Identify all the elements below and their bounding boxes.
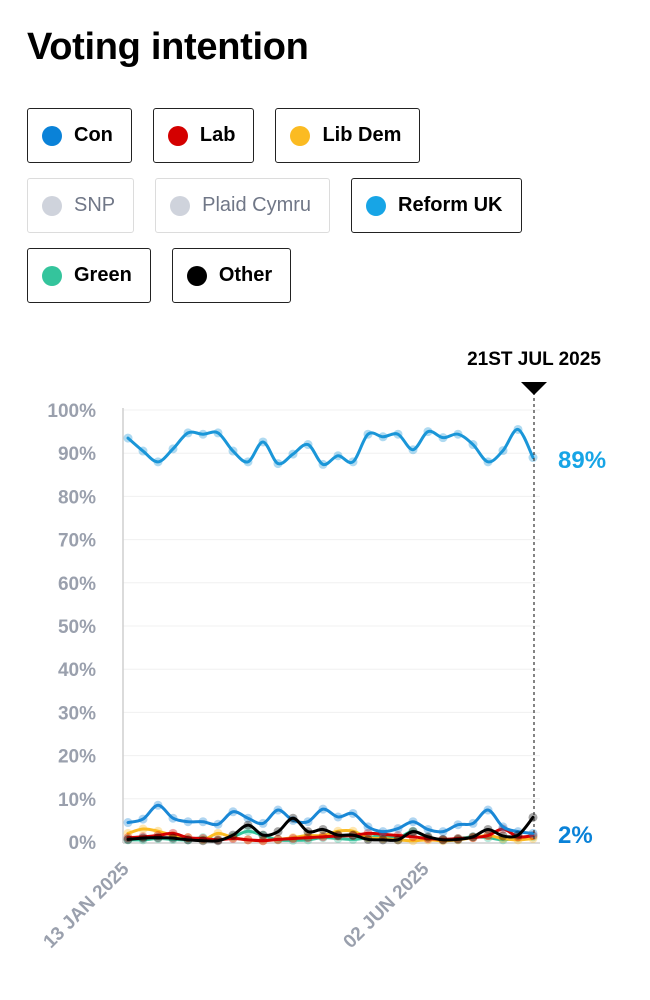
y-tick-label: 80% — [58, 487, 96, 508]
series-other — [123, 812, 538, 846]
legend-dot-icon — [42, 125, 62, 146]
y-tick-label: 10% — [58, 790, 96, 811]
legend-dot-icon — [170, 195, 191, 216]
legend-dot-icon — [42, 195, 62, 216]
legend-label: Other — [218, 264, 273, 286]
series-line — [126, 803, 535, 835]
legend-label: Green — [74, 264, 132, 286]
legend-toggle-plaid-cymru[interactable]: Plaid Cymru — [155, 178, 331, 233]
legend-dot-icon — [366, 195, 387, 216]
legend-toggle-green[interactable]: Green — [27, 248, 151, 303]
legend-label: Plaid Cymru — [202, 194, 312, 216]
legend-label: Con — [74, 124, 113, 146]
x-tick-label: 02 JUN 2025 — [340, 858, 434, 952]
legend-dot-icon — [186, 265, 207, 286]
legend-toggle-reform-uk[interactable]: Reform UK — [351, 178, 522, 233]
y-tick-label: 50% — [58, 617, 96, 638]
legend-dot-icon — [290, 125, 311, 146]
end-value-label: 89% — [558, 447, 606, 474]
series-line — [126, 427, 535, 467]
legend-label: Lib Dem — [322, 124, 402, 146]
x-tick-label: 13 JAN 2025 — [40, 858, 134, 952]
legend-label: Reform UK — [398, 194, 503, 216]
y-tick-label: 90% — [58, 444, 96, 465]
legend-dot-icon — [42, 265, 62, 286]
y-tick-label: 60% — [58, 574, 96, 595]
legend-toggle-other[interactable]: Other — [171, 248, 292, 303]
marker-triangle-icon — [521, 382, 547, 395]
page-title: Voting intention — [27, 26, 309, 68]
legend-label: SNP — [74, 194, 116, 216]
end-value-label: 2% — [558, 822, 593, 849]
y-tick-label: 100% — [47, 401, 96, 422]
y-tick-label: 30% — [58, 703, 96, 724]
legend-dot-icon — [167, 125, 188, 146]
series-con — [123, 800, 538, 838]
legend-toggle-lab[interactable]: Lab — [152, 108, 255, 163]
legend-toggle-lib-dem[interactable]: Lib Dem — [275, 108, 421, 163]
legend: Con Lab Lib Dem SNP Plaid Cymru Reform UK Gree… — [27, 108, 527, 303]
series-reform-uk — [123, 424, 538, 469]
legend-toggle-con[interactable]: Con — [27, 108, 132, 163]
legend-toggle-snp[interactable]: SNP — [27, 178, 135, 233]
y-tick-label: 40% — [58, 660, 96, 681]
y-tick-label: 70% — [58, 531, 96, 552]
y-tick-label: 20% — [58, 747, 96, 768]
y-tick-label: 0% — [69, 833, 97, 854]
series-line — [126, 815, 535, 843]
legend-label: Lab — [199, 124, 236, 146]
marker-date-label: 21ST JUL 2025 — [467, 349, 601, 370]
